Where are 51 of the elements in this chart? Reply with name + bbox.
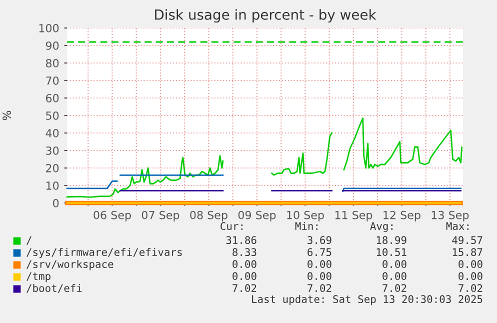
text: 0.00: [458, 272, 482, 280]
text: 0.00: [458, 260, 482, 268]
text: 0.00: [308, 272, 332, 280]
text: 49.57: [452, 236, 482, 244]
text: 0.00: [382, 260, 406, 268]
text: 0.00: [232, 260, 256, 268]
text: Last update: Sat Sep 13 20:30:03 2025: [252, 294, 482, 306]
x-tick-label: 10 Sep: [287, 210, 324, 222]
y-tick-label: 30: [46, 146, 59, 155]
text: 31.86: [226, 236, 256, 244]
text: Min:: [295, 222, 318, 230]
text: Cur:: [220, 222, 242, 230]
y-tick-label: 70: [46, 76, 59, 85]
text: Max:: [446, 222, 468, 230]
text: Avg:: [370, 222, 392, 232]
text: 0.00: [382, 272, 406, 280]
text: 0.00: [308, 260, 332, 268]
x-tick-label: 13 Sep: [432, 210, 469, 222]
legend-label: /: [26, 236, 32, 245]
text: 7.02: [308, 284, 332, 292]
text: 7.02: [232, 284, 256, 292]
legend-label: /sys/firmware/efi/efivars: [26, 248, 182, 258]
text: 8.33: [232, 248, 256, 256]
legend-label: /tmp: [26, 272, 50, 282]
x-tick-label: 07 Sep: [142, 210, 180, 222]
y-tick-label: 60: [46, 94, 59, 102]
text: 0.00: [232, 272, 256, 280]
x-tick-label: 11 Sep: [335, 210, 372, 222]
y-tick-label: 90: [46, 41, 59, 50]
text: 18.99: [376, 236, 406, 244]
x-tick-label: 09 Sep: [238, 210, 276, 222]
legend-label: /boot/efi: [26, 284, 82, 293]
text: 15.87: [452, 248, 482, 256]
y-axis-title: %: [2, 110, 11, 120]
chart-title: Disk usage in percent - by week: [155, 9, 376, 23]
text: 6.75: [308, 248, 332, 256]
legend-label: /srv/workspace: [26, 260, 114, 270]
x-tick-label: 08 Sep: [190, 210, 228, 222]
text: 7.02: [458, 284, 482, 292]
y-tick-label: 0: [53, 198, 59, 208]
text: 7.02: [382, 284, 406, 292]
y-tick-label: 80: [46, 58, 59, 68]
y-tick-label: 40: [46, 128, 59, 138]
x-tick-label: 12 Sep: [384, 210, 420, 222]
text: 3.69: [308, 236, 332, 244]
x-tick-label: 06 Sep: [94, 210, 131, 222]
y-tick-label: 20: [46, 164, 59, 172]
y-tick-label: 10: [46, 181, 59, 190]
y-tick-label: 50: [46, 111, 59, 120]
text: 10.51: [376, 248, 406, 256]
y-tick-label: 100: [39, 24, 59, 32]
